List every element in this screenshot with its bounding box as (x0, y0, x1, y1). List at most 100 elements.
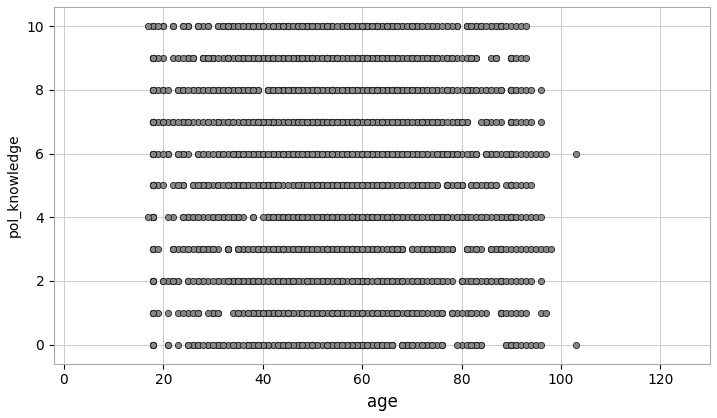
Point (480, 278, 492, 284)
Point (356, 23, 368, 29)
Point (376, 87, 388, 93)
Point (376, 55, 388, 61)
Point (282, 214, 293, 221)
Point (421, 55, 432, 61)
Point (148, 214, 159, 221)
Point (217, 23, 229, 29)
Point (376, 182, 388, 189)
Point (456, 342, 467, 348)
Point (456, 278, 467, 284)
Point (401, 309, 412, 316)
Point (307, 150, 318, 157)
Point (341, 342, 353, 348)
Point (545, 246, 556, 252)
Point (331, 214, 343, 221)
Point (341, 278, 353, 284)
Point (277, 246, 288, 252)
Point (475, 23, 487, 29)
Point (257, 23, 268, 29)
Point (391, 55, 403, 61)
Point (495, 87, 507, 93)
Point (421, 342, 432, 348)
Point (421, 55, 432, 61)
Point (148, 278, 159, 284)
Point (212, 182, 224, 189)
Point (471, 150, 483, 157)
Point (222, 118, 234, 125)
Point (336, 118, 348, 125)
Point (446, 55, 457, 61)
Point (247, 309, 259, 316)
Point (416, 55, 427, 61)
Point (242, 182, 254, 189)
Point (500, 150, 512, 157)
Point (212, 342, 224, 348)
Point (267, 246, 278, 252)
Point (516, 214, 527, 221)
Point (341, 87, 353, 93)
Point (456, 278, 467, 284)
Point (490, 214, 502, 221)
Point (331, 278, 343, 284)
Point (168, 118, 179, 125)
Point (341, 182, 353, 189)
Point (307, 23, 318, 29)
Point (326, 87, 338, 93)
Point (351, 118, 363, 125)
Point (148, 150, 159, 157)
Point (267, 246, 278, 252)
Point (381, 182, 393, 189)
Point (441, 150, 452, 157)
Point (326, 182, 338, 189)
Point (282, 150, 293, 157)
Point (426, 55, 437, 61)
Point (148, 214, 159, 221)
Point (212, 342, 224, 348)
Point (471, 278, 483, 284)
Point (341, 118, 353, 125)
Point (366, 23, 378, 29)
Point (431, 278, 442, 284)
Point (197, 246, 209, 252)
Point (227, 87, 239, 93)
Point (436, 118, 447, 125)
Point (480, 214, 492, 221)
Point (292, 246, 303, 252)
Point (272, 246, 283, 252)
Point (446, 309, 457, 316)
Point (247, 23, 259, 29)
Point (431, 150, 442, 157)
Point (217, 87, 229, 93)
Point (371, 150, 383, 157)
Point (401, 342, 412, 348)
Point (277, 246, 288, 252)
Point (336, 278, 348, 284)
Point (426, 118, 437, 125)
Point (242, 182, 254, 189)
Point (302, 214, 313, 221)
Point (297, 150, 308, 157)
Point (521, 214, 532, 221)
Point (232, 55, 244, 61)
Point (272, 214, 283, 221)
Point (451, 118, 462, 125)
Point (212, 55, 224, 61)
Point (376, 23, 388, 29)
Point (277, 342, 288, 348)
Point (521, 150, 532, 157)
Point (322, 246, 333, 252)
Point (197, 55, 209, 61)
Point (505, 150, 517, 157)
Point (336, 150, 348, 157)
Point (277, 87, 288, 93)
Point (178, 150, 189, 157)
Point (511, 278, 522, 284)
Point (386, 150, 398, 157)
Point (381, 342, 393, 348)
Point (267, 23, 278, 29)
Point (242, 118, 254, 125)
Point (262, 55, 273, 61)
Point (401, 87, 412, 93)
Point (381, 182, 393, 189)
Point (406, 55, 417, 61)
